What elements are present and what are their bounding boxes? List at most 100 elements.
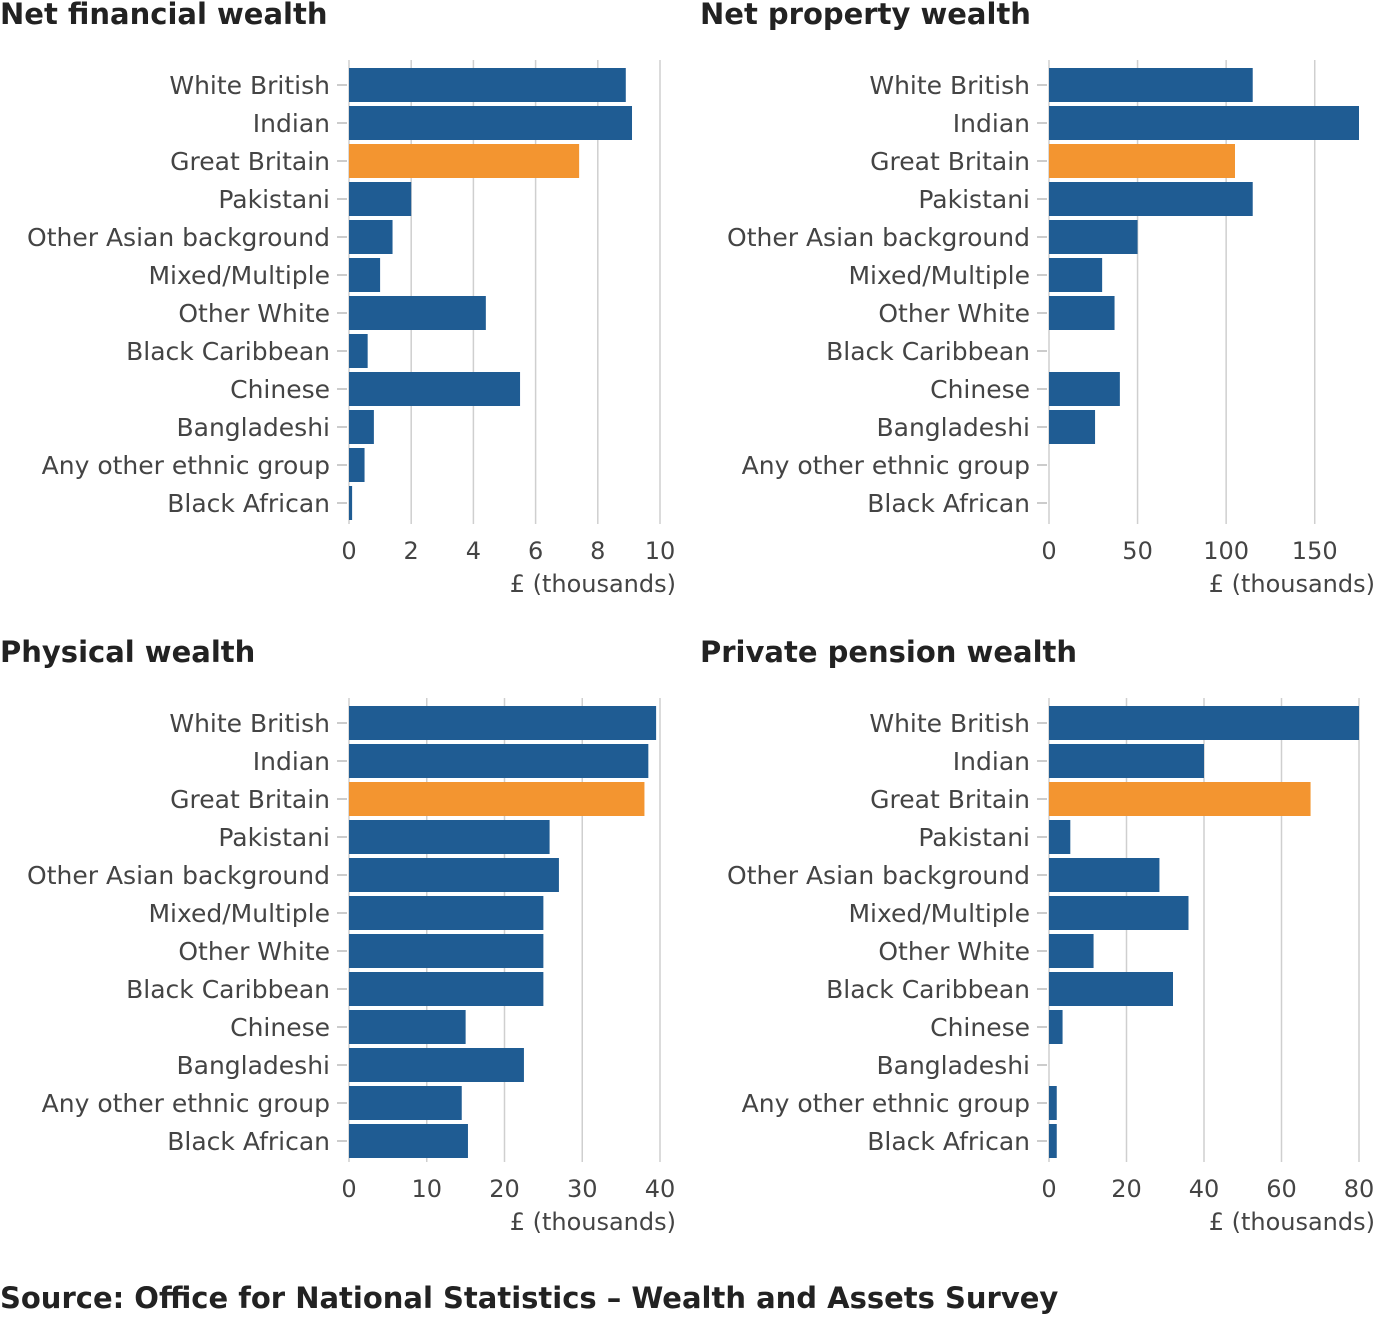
category-label: Mixed/Multiple (848, 899, 1030, 928)
source-note: Source: Office for National Statistics –… (0, 1281, 1058, 1315)
category-label: Indian (253, 747, 330, 776)
bar (349, 296, 486, 330)
bar (1049, 934, 1094, 968)
bar (349, 706, 657, 740)
bar (1049, 858, 1160, 892)
category-label: Black African (867, 1127, 1030, 1156)
bar (1049, 782, 1311, 816)
category-label: Indian (253, 109, 330, 138)
bar (1049, 706, 1359, 740)
category-label: Other White (878, 937, 1030, 966)
x-tick-label: 40 (645, 1175, 676, 1203)
bar (349, 1048, 524, 1082)
category-label: Black Caribbean (826, 975, 1030, 1004)
category-label: Black Caribbean (126, 975, 330, 1004)
category-label: Black African (167, 489, 330, 518)
category-label: Bangladeshi (176, 413, 330, 442)
chart-title: Net financial wealth (0, 0, 327, 31)
bar (1049, 1124, 1057, 1158)
chart-panel: Net property wealth White British Indian Gr… (700, 0, 1375, 598)
x-tick-label: 4 (466, 537, 481, 565)
bar (349, 448, 365, 482)
bar (1049, 68, 1253, 102)
x-tick-label: 80 (1344, 1175, 1375, 1203)
x-axis-title: £ (thousands) (510, 1208, 676, 1236)
bar (349, 896, 544, 930)
bar (1049, 144, 1235, 178)
category-label: Black African (867, 489, 1030, 518)
category-label: Pakistani (218, 185, 330, 214)
bar (349, 144, 580, 178)
chart-panel: Private pension wealth White British India… (700, 635, 1375, 1236)
bar (349, 972, 544, 1006)
bar (1049, 1010, 1063, 1044)
x-tick-label: 150 (1292, 537, 1338, 565)
x-tick-label: 2 (404, 537, 419, 565)
chart-title: Private pension wealth (700, 635, 1077, 669)
x-tick-label: 0 (341, 537, 356, 565)
bar (349, 106, 633, 140)
bar (1049, 896, 1189, 930)
category-label: Any other ethnic group (742, 451, 1030, 480)
category-label: Black Caribbean (126, 337, 330, 366)
category-label: Pakistani (918, 185, 1030, 214)
category-label: Other White (878, 299, 1030, 328)
category-label: Black Caribbean (826, 337, 1030, 366)
x-axis-title: £ (thousands) (1209, 1208, 1375, 1236)
category-label: Chinese (930, 375, 1030, 404)
bar (349, 1086, 462, 1120)
category-label: Any other ethnic group (42, 451, 330, 480)
bar (1049, 820, 1071, 854)
chart-title: Physical wealth (0, 635, 255, 669)
bar (349, 410, 374, 444)
bar (349, 1010, 466, 1044)
category-label: Pakistani (218, 823, 330, 852)
x-tick-label: 40 (1189, 1175, 1220, 1203)
bar (1049, 182, 1253, 216)
x-tick-label: 10 (411, 1175, 442, 1203)
bar (1049, 972, 1173, 1006)
category-label: Other Asian background (727, 223, 1030, 252)
bar (349, 782, 645, 816)
bar (349, 934, 544, 968)
category-label: Chinese (930, 1013, 1030, 1042)
x-tick-label: 0 (1041, 537, 1056, 565)
category-label: Great Britain (870, 785, 1030, 814)
bar (1049, 296, 1115, 330)
category-label: Mixed/Multiple (148, 899, 330, 928)
category-label: Mixed/Multiple (148, 261, 330, 290)
bar (349, 858, 559, 892)
category-label: White British (869, 709, 1030, 738)
category-label: Bangladeshi (176, 1051, 330, 1080)
bar (349, 744, 649, 778)
x-axis-title: £ (thousands) (510, 570, 676, 598)
x-tick-label: 0 (1041, 1175, 1056, 1203)
bar (349, 372, 521, 406)
bar (1049, 220, 1138, 254)
category-label: Other White (178, 299, 330, 328)
x-axis-title: £ (thousands) (1209, 570, 1375, 598)
bar (349, 258, 381, 292)
bar (349, 220, 393, 254)
x-tick-label: 6 (528, 537, 543, 565)
category-label: White British (869, 71, 1030, 100)
category-label: Mixed/Multiple (848, 261, 1030, 290)
category-label: Pakistani (918, 823, 1030, 852)
category-label: White British (169, 709, 330, 738)
category-label: Black African (167, 1127, 330, 1156)
bar (1049, 372, 1120, 406)
x-tick-label: 8 (590, 537, 605, 565)
x-tick-label: 50 (1122, 537, 1153, 565)
chart-title: Net property wealth (700, 0, 1031, 31)
x-tick-label: 0 (341, 1175, 356, 1203)
bar (1049, 1086, 1057, 1120)
bar (349, 486, 353, 520)
x-tick-label: 60 (1266, 1175, 1297, 1203)
category-label: Indian (953, 747, 1030, 776)
category-label: Chinese (230, 375, 330, 404)
category-label: Other Asian background (27, 223, 330, 252)
category-label: Bangladeshi (876, 413, 1030, 442)
x-tick-label: 20 (1111, 1175, 1142, 1203)
category-label: Indian (953, 109, 1030, 138)
